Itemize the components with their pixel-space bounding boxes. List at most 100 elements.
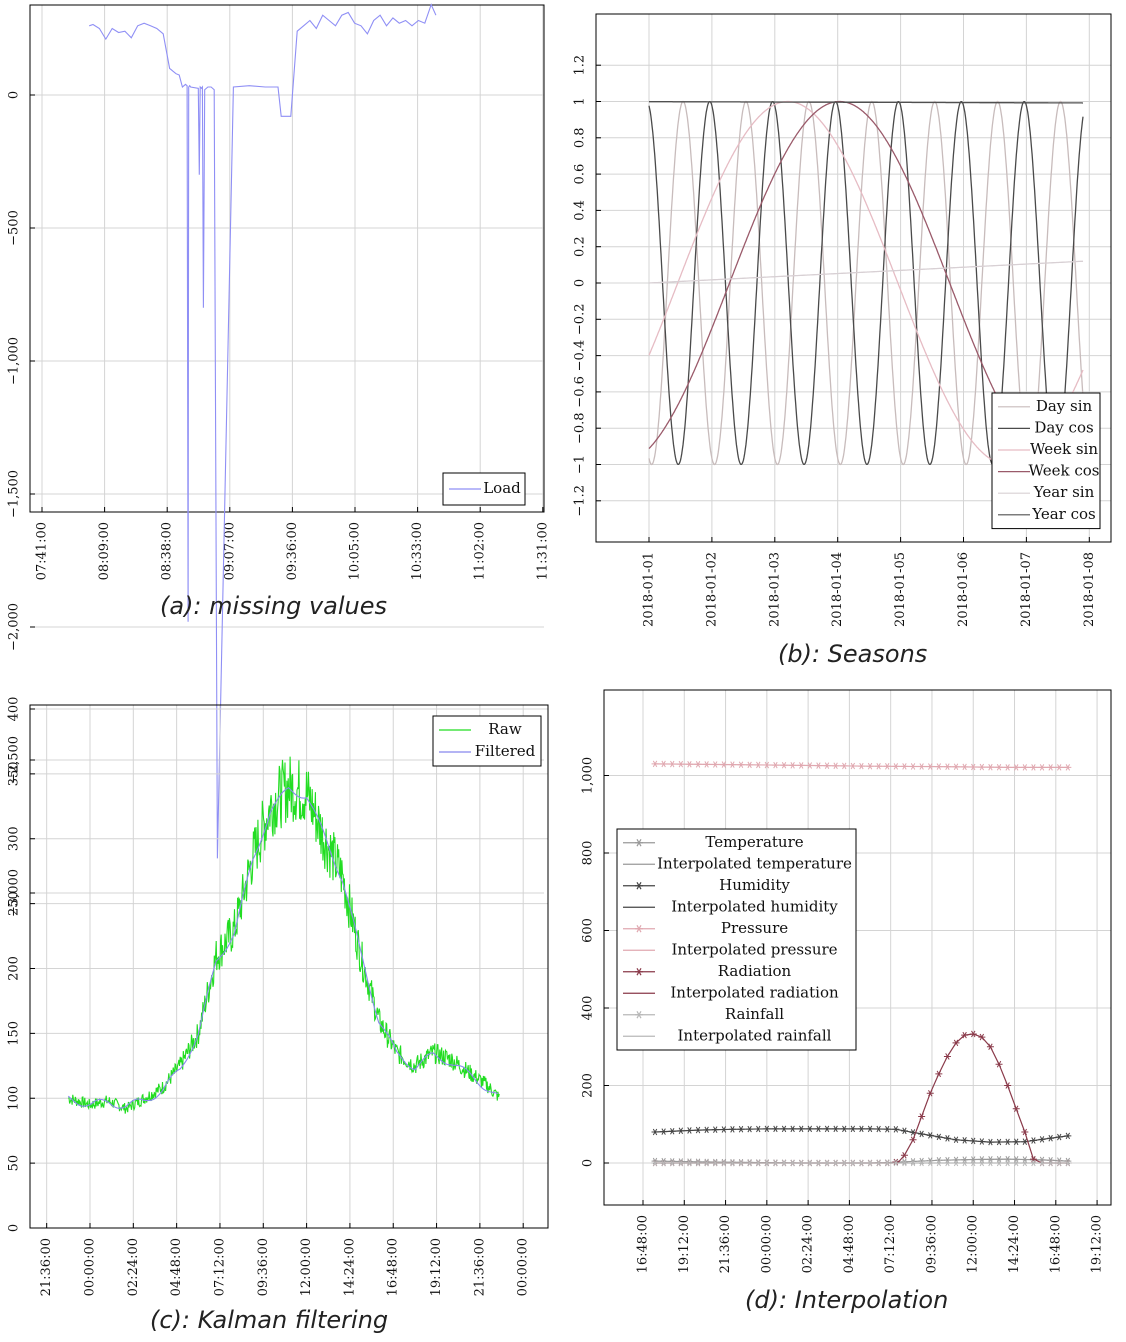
y-tick-label-b: 0.6	[573, 164, 588, 185]
y-tick-label-c: 200	[7, 956, 22, 981]
series-line-interpolated-pressure	[654, 763, 1068, 769]
plot-frame-c	[29, 704, 549, 1229]
x-tick-label-b: 2018-01-04	[830, 552, 845, 627]
x-tick-label-d: 04:48:00	[842, 1215, 857, 1273]
x-tick-label-c: 21:36:00	[472, 1238, 487, 1296]
y-tick-label-d: 0	[581, 1159, 596, 1167]
series-markers-radiation	[651, 1030, 1072, 1167]
caption-a: (a): missing values	[160, 592, 388, 620]
series-line-load	[89, 3, 437, 859]
legend-marker-d	[635, 1010, 643, 1019]
x-tick-label-d: 19:12:00	[1090, 1215, 1105, 1273]
plot-frame-b	[595, 13, 1112, 543]
y-tick-label-c: 350	[7, 761, 22, 786]
plot-frame-a	[29, 4, 545, 513]
y-tick-label-b: 0.2	[573, 236, 588, 257]
x-tick-label-d: 14:24:00	[1007, 1215, 1022, 1273]
y-tick-label-b: −1	[573, 455, 588, 474]
legend-entry-d: Temperature	[705, 833, 803, 851]
legend-entry-b: Week cos	[1029, 462, 1100, 480]
x-tick-label-d: 12:00:00	[966, 1215, 981, 1273]
chart-panel-interpolation: 1,000 800 600 400 200 0 16:48:00 19:12:00 21:36:…	[581, 689, 1112, 1273]
y-tick-label-d: 600	[581, 918, 596, 943]
legend-entry-d: Interpolated rainfall	[678, 1026, 832, 1044]
chart-panel-kalman-filtering: 400 350 300 250 200 150 100 50 0 21:36:00 00:00:00…	[7, 697, 549, 1296]
x-tick-label-c: 12:00:00	[299, 1238, 314, 1296]
x-tick-label-a: 09:36:00	[285, 522, 300, 580]
y-tick-label-b: −0.8	[573, 412, 588, 444]
x-tick-label-c: 19:12:00	[429, 1238, 444, 1296]
y-tick-label-b: 1	[573, 97, 588, 105]
y-tick-label-b: −1.2	[573, 485, 588, 517]
y-tick-label-b: 0	[573, 279, 588, 287]
y-tick-label-c: 0	[7, 1224, 22, 1232]
x-tick-label-d: 00:00:00	[759, 1215, 774, 1273]
chart-panel-seasons: 1.2 1 0.8 0.6 0.4 0.2 0 −0.2 −0.4 −0.6 −0.8 −1 −1.2 2…	[573, 13, 1112, 627]
y-tick-label-d: 800	[581, 841, 596, 866]
legend-b	[991, 392, 1101, 530]
x-tick-label-a: 08:38:00	[160, 522, 175, 580]
legend-c	[432, 715, 542, 767]
x-tick-label-b: 2018-01-02	[704, 552, 719, 627]
x-tick-label-c: 02:24:00	[126, 1238, 141, 1296]
x-tick-label-b: 2018-01-06	[956, 552, 971, 627]
y-tick-label-c: 50	[7, 1155, 22, 1172]
series-line-raw	[67, 756, 500, 1114]
x-tick-label-b: 2018-01-07	[1019, 552, 1034, 627]
x-tick-label-b: 2018-01-05	[893, 552, 908, 627]
legend-entry-d: Rainfall	[725, 1005, 784, 1023]
legend-entry-d: Radiation	[718, 962, 792, 980]
y-tick-label-d: 1,000	[581, 757, 596, 794]
x-tick-label-d: 19:12:00	[677, 1215, 692, 1273]
legend-entry-d: Humidity	[719, 876, 790, 894]
x-tick-label-a: 08:09:00	[97, 522, 112, 580]
legend-entry-c: Filtered	[475, 742, 536, 760]
x-tick-label-d: 09:36:00	[924, 1215, 939, 1273]
y-tick-label-a: −3,000	[7, 869, 22, 917]
legend-entry-d: Pressure	[721, 919, 788, 937]
legend-d	[616, 828, 857, 1051]
series-line-day-cos	[648, 100, 1084, 466]
x-tick-label-c: 09:36:00	[256, 1238, 271, 1296]
series-line-year-cos	[649, 101, 1083, 104]
x-tick-label-c: 16:48:00	[386, 1238, 401, 1296]
y-tick-label-c: 150	[7, 1021, 22, 1046]
x-tick-label-a: 10:33:00	[410, 522, 425, 580]
legend-marker-d	[635, 924, 643, 933]
x-tick-label-d: 16:48:00	[636, 1215, 651, 1273]
chart-panel-missing-values: 5000−500−1,000−1,500−2,000−2,500−3,00007…	[7, 3, 550, 917]
legend-entry-b: Week sin	[1030, 440, 1098, 458]
x-tick-label-c: 00:00:00	[516, 1238, 531, 1296]
x-tick-label-d: 07:12:00	[883, 1215, 898, 1273]
x-tick-label-b: 2018-01-01	[642, 552, 657, 627]
y-tick-label-c: 400	[7, 697, 22, 722]
y-tick-label-c: 100	[7, 1086, 22, 1111]
x-tick-label-a: 11:02:00	[473, 522, 488, 580]
x-tick-label-a: 07:41:00	[35, 522, 50, 580]
x-tick-label-b: 2018-01-03	[767, 552, 782, 627]
y-tick-label-c: 300	[7, 826, 22, 851]
y-tick-label-a: −1,500	[7, 470, 22, 518]
y-tick-label-a: −2,500	[7, 736, 22, 784]
y-tick-label-b: −0.6	[573, 376, 588, 408]
x-tick-label-c: 00:00:00	[83, 1238, 98, 1296]
caption-d: (d): Interpolation	[745, 1286, 949, 1314]
x-tick-label-a: 09:07:00	[222, 522, 237, 580]
y-tick-label-a: −500	[7, 210, 22, 246]
y-tick-label-c: 250	[7, 891, 22, 916]
caption-c: (c): Kalman filtering	[150, 1306, 389, 1334]
x-tick-label-a: 10:05:00	[348, 522, 363, 580]
legend-entry-c: Raw	[488, 720, 522, 738]
y-tick-label-a: −1,000	[7, 337, 22, 385]
legend-entry-b: Year cos	[1031, 505, 1096, 523]
x-tick-label-c: 21:36:00	[39, 1238, 54, 1296]
plot-frame-d	[603, 689, 1112, 1206]
x-tick-label-a: 11:31:00	[535, 522, 550, 580]
legend-marker-d	[635, 838, 643, 847]
legend-entry-d: Interpolated temperature	[657, 854, 852, 872]
caption-b: (b): Seasons	[778, 640, 928, 668]
y-tick-label-b: 0.8	[573, 127, 588, 148]
x-tick-label-c: 14:24:00	[342, 1238, 357, 1296]
legend-marker-d	[635, 967, 643, 976]
